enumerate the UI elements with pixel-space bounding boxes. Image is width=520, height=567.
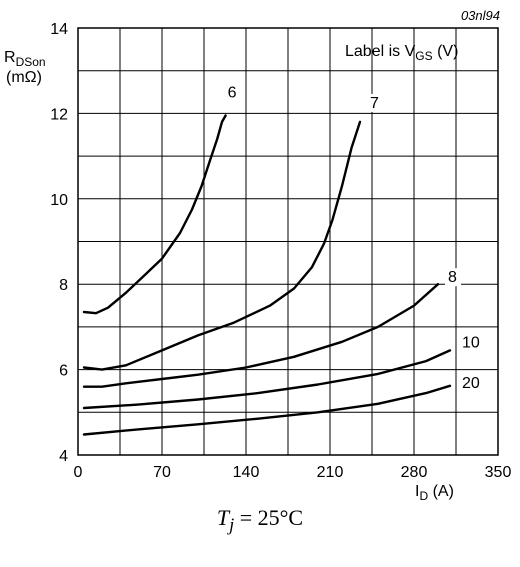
series-label-background: [459, 373, 485, 392]
chart-ticks: 0 70 140 210 280 350 4 6 8 10 12 14: [50, 21, 511, 481]
y-axis-title: RDSon: [4, 49, 46, 69]
series-line-vgs-8: [82, 283, 440, 388]
legend-note: Label is VGS (V): [345, 43, 458, 63]
series-label-vgs-8: 8: [448, 269, 457, 286]
y-tick-label: 4: [59, 448, 68, 465]
plot-frame: [77, 27, 499, 456]
x-tick-label: 140: [233, 464, 260, 481]
x-tick-label: 210: [317, 464, 344, 481]
series-label-vgs-20: 20: [462, 375, 480, 392]
x-tick-label: 280: [401, 464, 428, 481]
series-label-background: [445, 268, 461, 287]
y-axis-unit: (mΩ): [6, 69, 42, 86]
series-label-background: [367, 93, 383, 112]
series-label-background: [224, 83, 241, 102]
figure-code: 03nl94: [461, 8, 500, 23]
junction-temperature-caption: Tj = 25°C: [216, 505, 304, 535]
x-axis-title: ID (A): [415, 483, 454, 500]
series-label-background: [459, 333, 485, 352]
series-line-vgs-10: [82, 349, 452, 410]
series-label-vgs-10: 10: [462, 334, 480, 351]
series-label-vgs-6: 6: [228, 85, 237, 102]
x-tick-label: 70: [153, 464, 171, 481]
y-tick-label: 14: [50, 21, 68, 38]
chart-curves: 6 7 8 10 20: [82, 83, 485, 436]
x-tick-label: 350: [485, 464, 512, 481]
x-tick-label: 0: [74, 464, 83, 481]
y-tick-label: 6: [59, 363, 68, 380]
y-tick-label: 10: [50, 192, 68, 209]
y-tick-label: 8: [59, 277, 68, 294]
series-line-vgs-6: [82, 114, 227, 315]
series-line-vgs-7: [82, 120, 362, 371]
series-label-vgs-7: 7: [370, 95, 379, 112]
series-line-vgs-20: [82, 384, 452, 436]
chart-grid: [78, 28, 498, 455]
y-tick-label: 12: [50, 106, 68, 123]
